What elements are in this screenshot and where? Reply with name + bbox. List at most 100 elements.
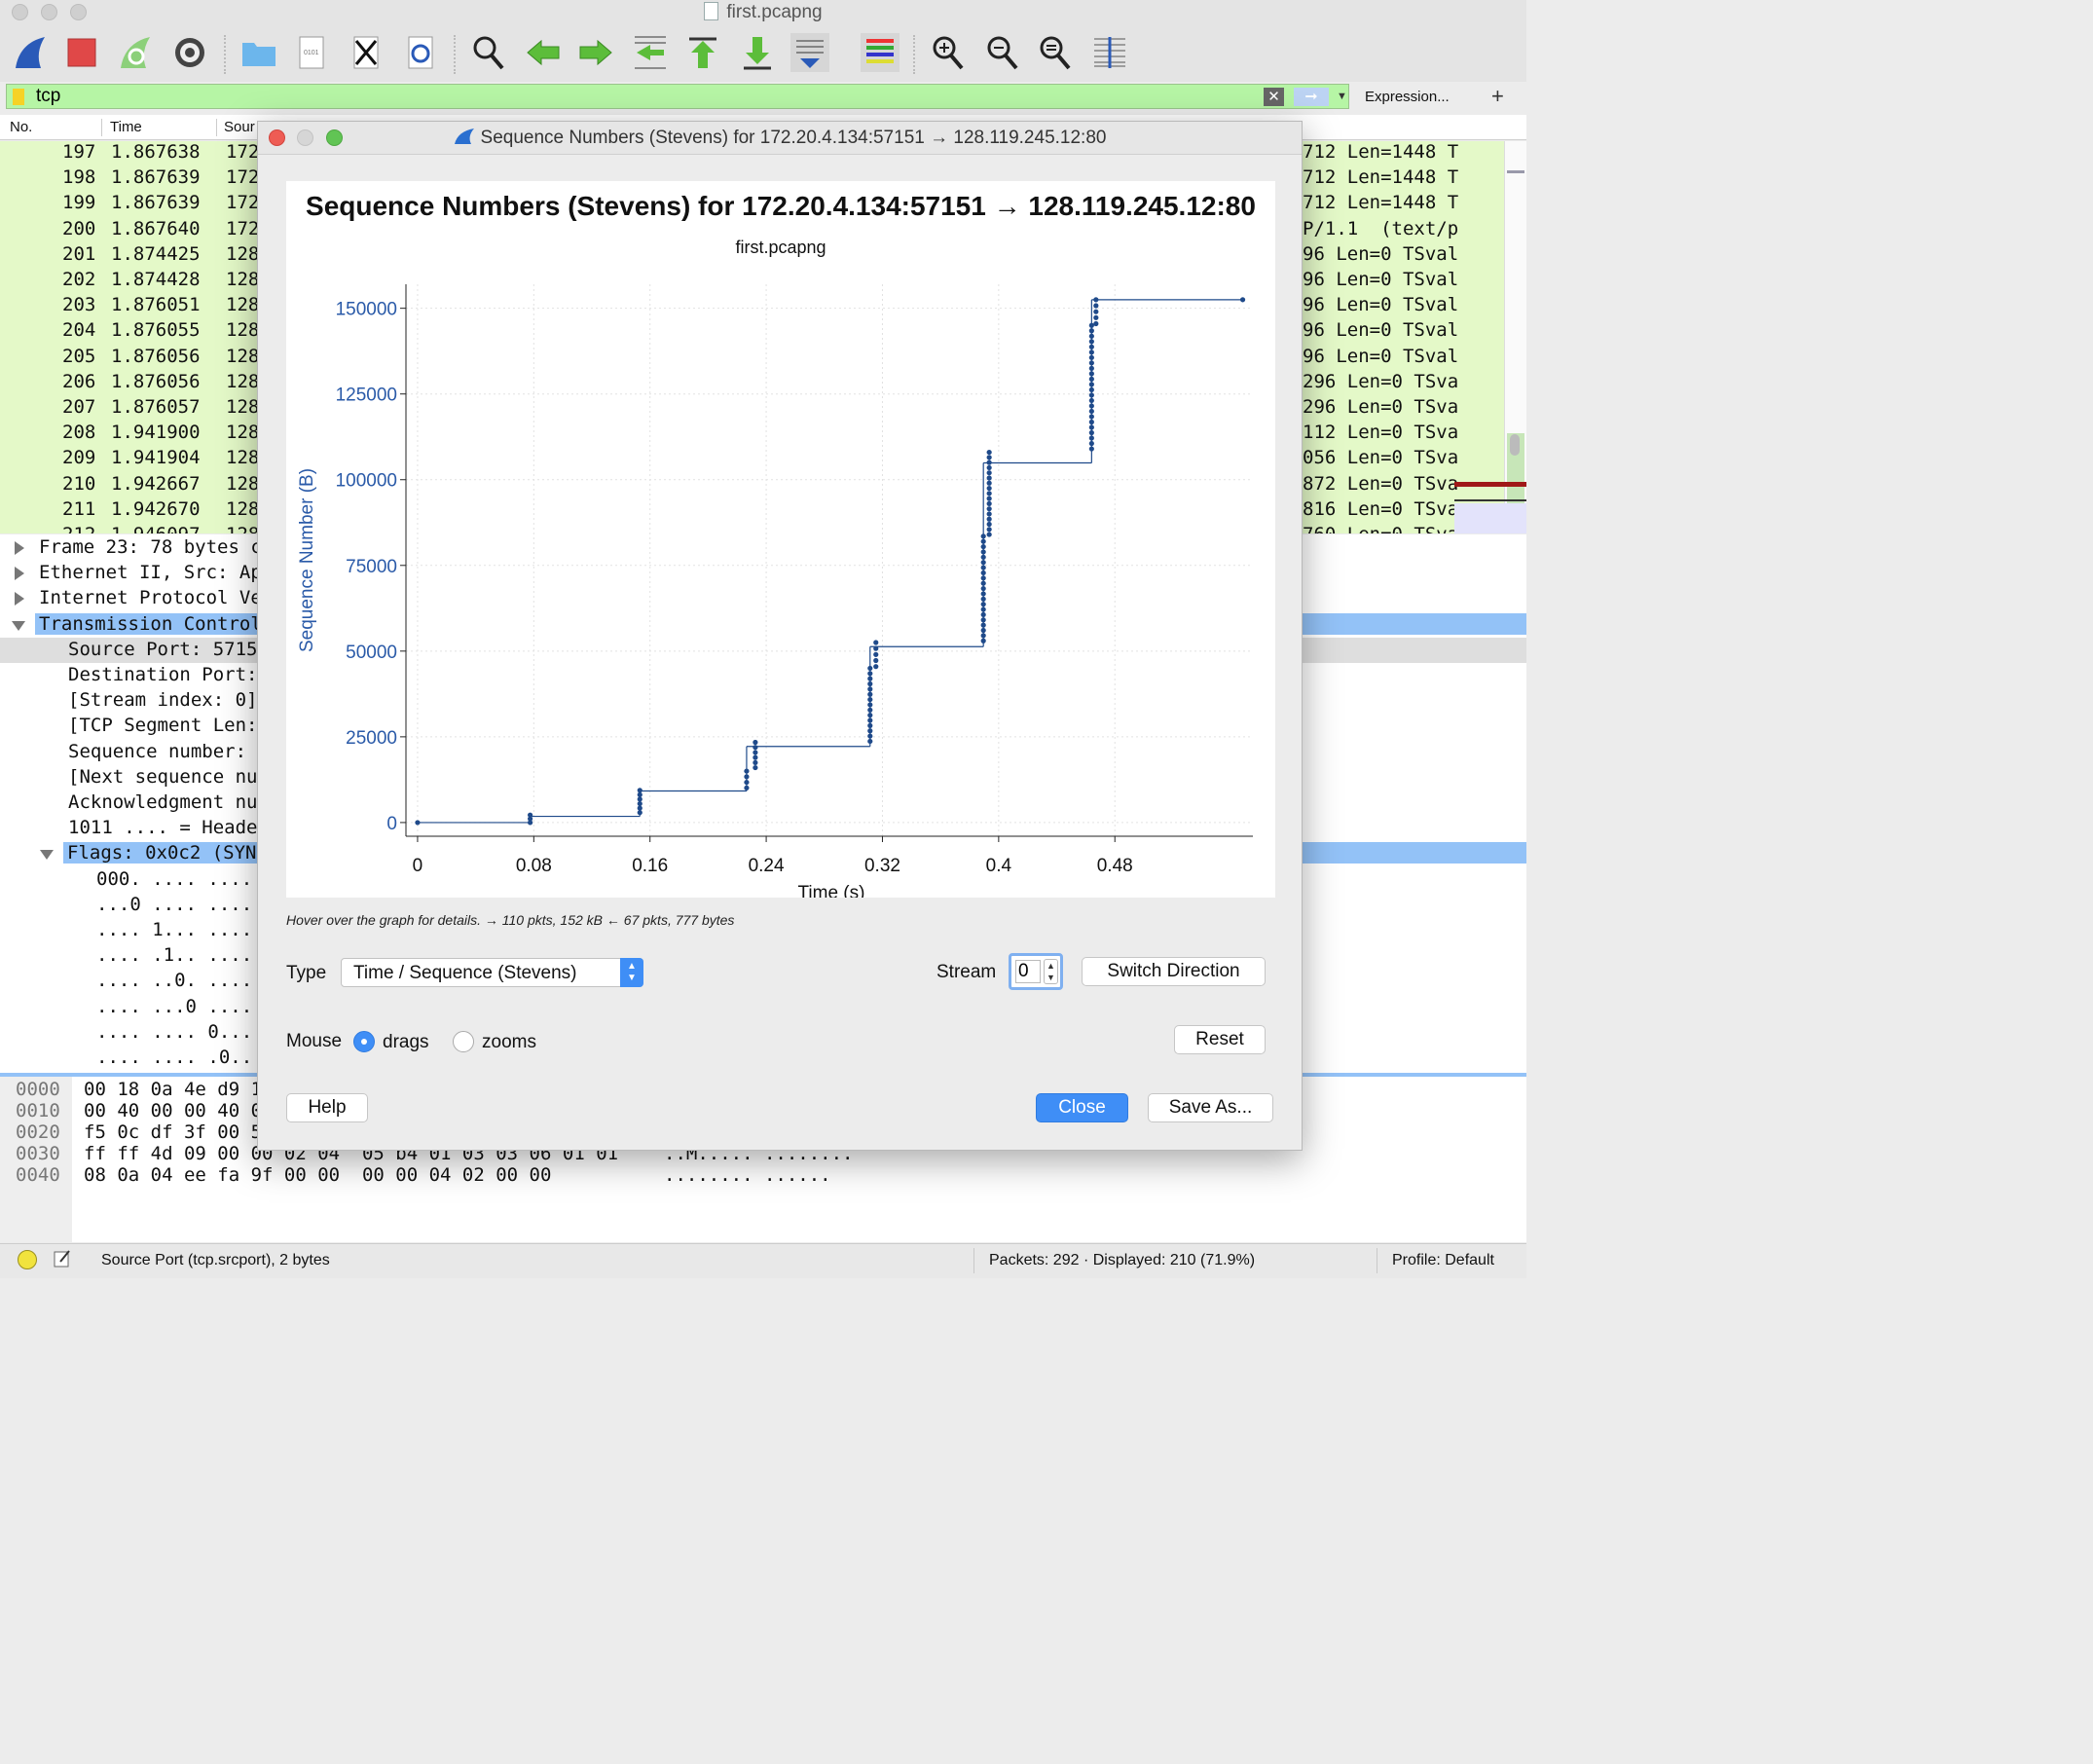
- status-profile[interactable]: Profile: Default: [1392, 1252, 1494, 1268]
- close-file-icon[interactable]: [347, 33, 386, 72]
- sequence-data-point[interactable]: [1093, 314, 1099, 320]
- sequence-data-point[interactable]: [986, 449, 992, 456]
- switch-direction-button[interactable]: Switch Direction: [1082, 957, 1266, 986]
- stream-spinbox[interactable]: ▲▼: [1009, 953, 1063, 990]
- sequence-data-point[interactable]: [744, 779, 750, 786]
- sequence-data-point[interactable]: [867, 676, 873, 681]
- detail-row[interactable]: Internet Protocol Ve: [0, 586, 1526, 611]
- sequence-data-point[interactable]: [980, 543, 986, 550]
- sequence-data-point[interactable]: [873, 657, 879, 664]
- sequence-data-point[interactable]: [980, 611, 986, 618]
- sequence-data-point[interactable]: [980, 560, 986, 566]
- detail-row[interactable]: [Next sequence nu: [0, 765, 1526, 790]
- reset-button[interactable]: Reset: [1174, 1025, 1266, 1054]
- sequence-data-point[interactable]: [637, 805, 643, 811]
- sequence-data-point[interactable]: [867, 665, 873, 672]
- hex-bytes[interactable]: f5 0c df 3f 00 5: [84, 1121, 263, 1143]
- sequence-data-point[interactable]: [753, 739, 758, 746]
- sequence-data-point[interactable]: [867, 733, 873, 739]
- sequence-data-point[interactable]: [1088, 349, 1094, 355]
- sequence-data-point[interactable]: [753, 764, 758, 771]
- column-divider[interactable]: [101, 119, 102, 136]
- packet-row[interactable]: 211 1.942670 128 816 Len=0 TSva: [0, 498, 1504, 524]
- sequence-data-point[interactable]: [637, 800, 643, 807]
- sequence-data-point[interactable]: [986, 455, 992, 460]
- go-back-arrow-icon[interactable]: [524, 33, 563, 72]
- capture-options-gear-icon[interactable]: [170, 33, 209, 72]
- sequence-data-point[interactable]: [980, 622, 986, 628]
- mouse-zooms-label[interactable]: zooms: [482, 1032, 536, 1052]
- sequence-data-point[interactable]: [1088, 446, 1094, 452]
- packet-row[interactable]: 202 1.874428 128 96 Len=0 TSval: [0, 269, 1504, 294]
- sequence-data-point[interactable]: [986, 532, 992, 537]
- add-filter-button-icon[interactable]: +: [1491, 84, 1504, 108]
- graph-type-select[interactable]: Time / Sequence (Stevens) ▲ ▼: [341, 958, 643, 987]
- expression-button[interactable]: Expression...: [1365, 89, 1450, 105]
- packet-row[interactable]: 199 1.867639 172 712 Len=1448 T: [0, 192, 1504, 217]
- sequence-data-point[interactable]: [980, 602, 986, 607]
- sequence-data-point[interactable]: [980, 633, 986, 639]
- sequence-data-point[interactable]: [1093, 303, 1099, 309]
- sequence-data-point[interactable]: [980, 585, 986, 592]
- sequence-data-point[interactable]: [986, 511, 992, 517]
- sequence-data-point[interactable]: [1088, 322, 1094, 328]
- collapse-triangle-icon[interactable]: [40, 850, 54, 861]
- detail-row[interactable]: .... .... 0...: [0, 1020, 1526, 1046]
- sequence-data-point[interactable]: [1088, 328, 1094, 334]
- sequence-data-point[interactable]: [986, 459, 992, 465]
- detail-row[interactable]: [Stream index: 0]: [0, 688, 1526, 714]
- sequence-data-point[interactable]: [873, 640, 879, 645]
- close-button[interactable]: Close: [1036, 1093, 1128, 1122]
- sequence-data-point[interactable]: [637, 788, 643, 793]
- packet-row[interactable]: 201 1.874425 128 96 Len=0 TSval: [0, 243, 1504, 269]
- filter-bookmark-icon[interactable]: [13, 89, 24, 105]
- hex-bytes[interactable]: 00 40 00 00 40 0: [84, 1100, 263, 1121]
- sequence-data-point[interactable]: [527, 812, 533, 818]
- resize-columns-icon[interactable]: [1090, 33, 1129, 72]
- detail-row[interactable]: Frame 23: 78 bytes c: [0, 535, 1526, 561]
- sequence-data-point[interactable]: [867, 680, 873, 687]
- sequence-data-point[interactable]: [867, 686, 873, 692]
- sequence-data-point[interactable]: [980, 570, 986, 576]
- sequence-data-point[interactable]: [527, 820, 533, 826]
- detail-row[interactable]: .... .... .0..: [0, 1046, 1526, 1071]
- normal-size-icon[interactable]: [1036, 33, 1075, 72]
- sequence-data-point[interactable]: [637, 810, 643, 816]
- detail-row[interactable]: Acknowledgment nu: [0, 790, 1526, 816]
- sequence-data-point[interactable]: [1239, 297, 1246, 303]
- sequence-data-point[interactable]: [1088, 440, 1094, 447]
- sequence-data-point[interactable]: [1088, 344, 1094, 349]
- sequence-data-point[interactable]: [1093, 309, 1099, 314]
- mouse-drags-label[interactable]: drags: [383, 1032, 429, 1052]
- sequence-data-point[interactable]: [980, 538, 986, 544]
- sequence-data-point[interactable]: [986, 527, 992, 533]
- dialog-close-button[interactable]: [269, 129, 285, 146]
- go-forward-arrow-icon[interactable]: [576, 33, 615, 72]
- graph-plot-area[interactable]: Sequence Numbers (Stevens) for 172.20.4.…: [286, 181, 1275, 898]
- sequence-data-point[interactable]: [1088, 371, 1094, 377]
- hex-bytes[interactable]: 08 0a 04 ee fa 9f 00 00 00 00 04 02 00 0…: [84, 1164, 552, 1186]
- detail-row[interactable]: 000. .... ....: [0, 867, 1526, 893]
- sequence-data-point[interactable]: [980, 580, 986, 586]
- apply-filter-arrow-icon[interactable]: ➞: [1294, 88, 1329, 106]
- detail-row[interactable]: .... ..0. ....: [0, 969, 1526, 994]
- sequence-data-point[interactable]: [1088, 403, 1094, 409]
- sequence-data-point[interactable]: [980, 591, 986, 597]
- close-window-button[interactable]: [12, 4, 28, 20]
- expand-triangle-icon[interactable]: [15, 567, 24, 581]
- mouse-zooms-radio[interactable]: [453, 1031, 474, 1052]
- sequence-data-point[interactable]: [980, 575, 986, 581]
- edit-comment-icon[interactable]: [53, 1249, 72, 1268]
- sequence-data-point[interactable]: [980, 627, 986, 634]
- open-folder-icon[interactable]: [239, 33, 278, 72]
- sequence-data-point[interactable]: [753, 759, 758, 765]
- packet-row[interactable]: 209 1.941904 128 056 Len=0 TSva: [0, 447, 1504, 472]
- hex-bytes[interactable]: 00 18 0a 4e d9 1: [84, 1079, 263, 1100]
- packet-row[interactable]: 206 1.876056 128 296 Len=0 TSva: [0, 371, 1504, 396]
- detail-row[interactable]: Destination Port:: [0, 663, 1526, 688]
- packet-row[interactable]: 197 1.867638 172 712 Len=1448 T: [0, 141, 1504, 166]
- sequence-data-point[interactable]: [637, 796, 643, 802]
- packet-row[interactable]: 207 1.876057 128 296 Len=0 TSva: [0, 396, 1504, 422]
- expert-info-led-icon[interactable]: [18, 1250, 37, 1269]
- sequence-data-point[interactable]: [415, 820, 421, 826]
